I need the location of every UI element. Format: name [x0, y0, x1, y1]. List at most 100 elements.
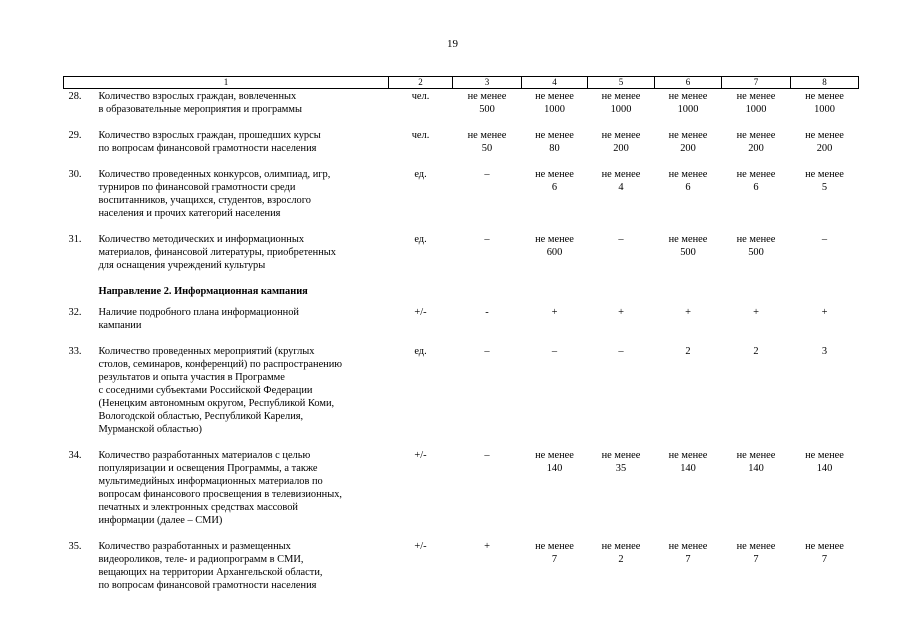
text-line: 1000: [677, 104, 699, 115]
text-line: 50: [481, 143, 493, 154]
row-number: 32.: [68, 307, 82, 318]
text-line: 35: [615, 463, 627, 474]
text-line: 3: [821, 346, 828, 357]
value-cell: не менее 7: [791, 540, 859, 605]
text-line: Количество проведенных мероприятий (круг…: [98, 346, 315, 357]
text-line: –: [821, 234, 828, 245]
text-line: кампании: [98, 320, 142, 331]
text-line: 2: [753, 346, 759, 357]
value-cell: 3: [791, 345, 859, 449]
value-cell: не менее 4: [588, 168, 655, 233]
value-cell: –: [588, 233, 655, 285]
text-line: не менее: [736, 169, 776, 180]
text-line: не менее: [668, 169, 708, 180]
text-line: турниров по финансовой грамотности среди: [98, 182, 296, 193]
row-description: Количество разработанных и размещенных ви…: [99, 540, 389, 605]
text-line: не менее: [668, 130, 708, 141]
value-cell: не менее 200: [588, 129, 655, 168]
text-line: не менее: [805, 91, 844, 102]
text-line: не менее: [805, 130, 844, 141]
text-line: по вопросам финансовой грамотности насел…: [98, 580, 317, 591]
text-line: –: [618, 234, 624, 245]
value-cell: не менее 200: [655, 129, 722, 168]
value-cell: –: [522, 345, 588, 449]
table-row: 32. Наличие подробного плана информационн…: [64, 306, 859, 345]
text-line: материалов, финансовой литературы, приоб…: [98, 247, 336, 258]
text-line: информации (далее – СМИ): [98, 515, 223, 526]
row-description: Количество взрослых граждан, вовлеченных…: [99, 89, 389, 130]
text-line: +: [484, 541, 490, 552]
text-line: 7: [821, 554, 828, 565]
value-cell: –: [453, 233, 522, 285]
header-cell: 8: [790, 76, 859, 89]
row-number: 35.: [68, 541, 82, 552]
header-cell: 5: [587, 76, 655, 89]
text-line: не менее: [736, 541, 776, 552]
row-unit: ед.: [414, 346, 427, 357]
table-row: 33. Количество проведенных мероприятий (к…: [64, 345, 859, 449]
text-line: не менее: [668, 234, 708, 245]
text-line: не менее: [535, 169, 574, 180]
text-line: 4: [618, 182, 624, 193]
row-unit: ед.: [414, 169, 427, 180]
text-line: (Ненецким автономным округом, Республико…: [98, 398, 335, 409]
text-line: видеороликов, теле- и радиопрограмм в СМ…: [98, 554, 304, 565]
text-line: не менее: [736, 130, 776, 141]
text-line: не менее: [805, 541, 844, 552]
value-cell: +: [453, 540, 522, 605]
text-line: 140: [546, 463, 563, 474]
table-row: 29. Количество взрослых граждан, прошедши…: [64, 129, 859, 168]
value-cell: не менее 1000: [655, 89, 722, 130]
value-cell: не менее 80: [522, 129, 588, 168]
table-row: 30. Количество проведенных конкурсов, оли…: [64, 168, 859, 233]
table-row: 28. Количество взрослых граждан, вовлечен…: [64, 89, 859, 130]
text-line: +: [618, 307, 624, 318]
value-cell: +: [655, 306, 722, 345]
header-cell: 1: [63, 76, 389, 89]
text-line: не менее: [601, 169, 641, 180]
text-line: 600: [546, 247, 563, 258]
text-line: Количество разработанных и размещенных: [98, 541, 291, 552]
row-unit: ед.: [414, 234, 427, 245]
text-line: не менее: [805, 450, 844, 461]
row-unit: +/-: [414, 541, 427, 552]
text-line: 6: [685, 182, 691, 193]
table-row: Направление 2. Информационная кампания: [64, 285, 859, 306]
text-line: не менее: [535, 450, 574, 461]
value-cell: не менее 6: [655, 168, 722, 233]
text-line: не менее: [535, 541, 574, 552]
value-cell: не менее 600: [522, 233, 588, 285]
row-number: 34.: [68, 450, 82, 461]
text-line: с соседними субъектами Российской Федера…: [98, 385, 313, 396]
text-line: не менее: [535, 234, 574, 245]
text-line: Количество взрослых граждан, прошедших к…: [98, 130, 321, 141]
text-line: Количество разработанных материалов с це…: [98, 450, 311, 461]
value-cell: +: [588, 306, 655, 345]
value-cell: не менее 500: [453, 89, 522, 130]
text-line: для оснащения учреждений культуры: [98, 260, 266, 271]
value-cell: -: [453, 306, 522, 345]
header-cell: 2: [388, 76, 453, 89]
text-line: 500: [680, 247, 696, 258]
value-cell: не менее 1000: [722, 89, 791, 130]
text-line: 200: [680, 143, 696, 154]
value-cell: не менее 140: [522, 449, 588, 540]
text-line: не менее: [736, 234, 776, 245]
value-cell: не менее 35: [588, 449, 655, 540]
section-title: Направление 2. Информационная кампания: [98, 286, 308, 297]
header-cell: 6: [654, 76, 722, 89]
value-cell: не менее 140: [722, 449, 791, 540]
value-cell: не менее 200: [722, 129, 791, 168]
row-number: 30.: [68, 169, 82, 180]
value-cell: не менее 6: [722, 168, 791, 233]
text-line: не менее: [736, 450, 776, 461]
text-line: 200: [748, 143, 764, 154]
text-line: 5: [821, 182, 828, 193]
text-line: населения и прочих категорий населения: [98, 208, 281, 219]
text-line: 1000: [814, 104, 835, 115]
text-line: печатных и электронных средствах массово…: [98, 502, 298, 513]
text-line: 80: [549, 143, 560, 154]
value-cell: не менее 50: [453, 129, 522, 168]
row-number: 33.: [68, 346, 82, 357]
